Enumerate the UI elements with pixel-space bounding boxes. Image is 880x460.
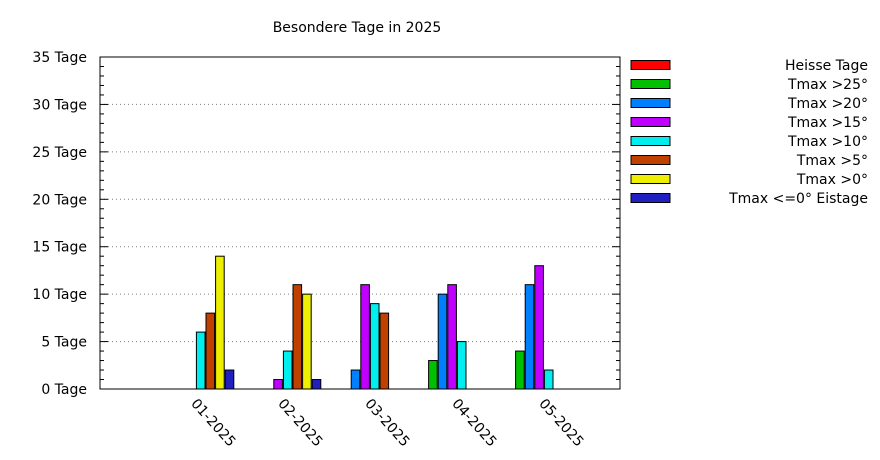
legend-label: Tmax >5° [796,153,868,169]
y-axis: 0 Tage 5 Tage 10 Tage 15 Tage 20 Tage 25 Tage… [32,50,620,398]
y-tick-label: 0 Tage [41,382,87,398]
y-tick-label: 25 Tage [32,145,87,161]
bar [273,379,283,390]
plot-area-frame [99,56,621,390]
bar [369,303,380,390]
x-tick-label: 03-2025 [361,396,412,450]
bar [360,284,370,390]
bar [534,265,544,390]
bar [195,331,206,390]
x-tick-label: 02-2025 [274,396,325,450]
legend-swatch [630,155,671,165]
legend-label: Tmax <=0° Eistage [728,191,868,207]
y-tick-label: 20 Tage [32,192,87,208]
legend-swatch [630,193,671,203]
x-tick-label: 04-2025 [448,396,499,450]
bar [379,312,390,390]
bar [282,350,293,390]
grid-lines [100,103,620,343]
bar [515,350,525,390]
x-tick-label: 01-2025 [187,396,238,450]
x-tick-label: 05-2025 [535,396,586,450]
legend-label: Tmax >25° [787,77,868,93]
legend-label: Tmax >10° [787,134,868,150]
bar [456,341,467,390]
y-tick-label: 35 Tage [32,50,87,66]
legend-swatch [630,98,671,108]
bar [350,369,361,390]
legend-swatch [630,117,671,127]
bar [205,312,216,390]
bar [524,284,535,390]
bar [428,360,438,390]
bar [215,255,225,390]
y-tick-label: 30 Tage [32,97,87,113]
legend-swatch [630,60,671,70]
bar [224,369,235,390]
legend-label: Tmax >0° [796,172,868,188]
x-axis: 01-2025 02-2025 03-2025 04-2025 05-2025 [187,396,586,450]
y-tick-label: 15 Tage [32,240,87,256]
legend-label: Tmax >20° [787,96,868,112]
legend-label: Tmax >15° [787,115,868,131]
chart-title: Besondere Tage in 2025 [273,20,442,36]
bar [543,369,554,390]
y-tick-label: 5 Tage [41,335,87,351]
legend-swatch [630,136,671,146]
bar [311,379,322,390]
bar [437,293,448,390]
bars [195,255,554,390]
bar [447,284,457,390]
legend-swatch [630,79,671,89]
legend-swatch [630,174,671,184]
bar [302,293,312,390]
legend: Heisse Tage Tmax >25° Tmax >20° Tmax >15° Tm… [630,58,868,207]
legend-label: Heisse Tage [785,58,868,74]
bar [292,284,303,390]
y-tick-label: 10 Tage [32,287,87,303]
